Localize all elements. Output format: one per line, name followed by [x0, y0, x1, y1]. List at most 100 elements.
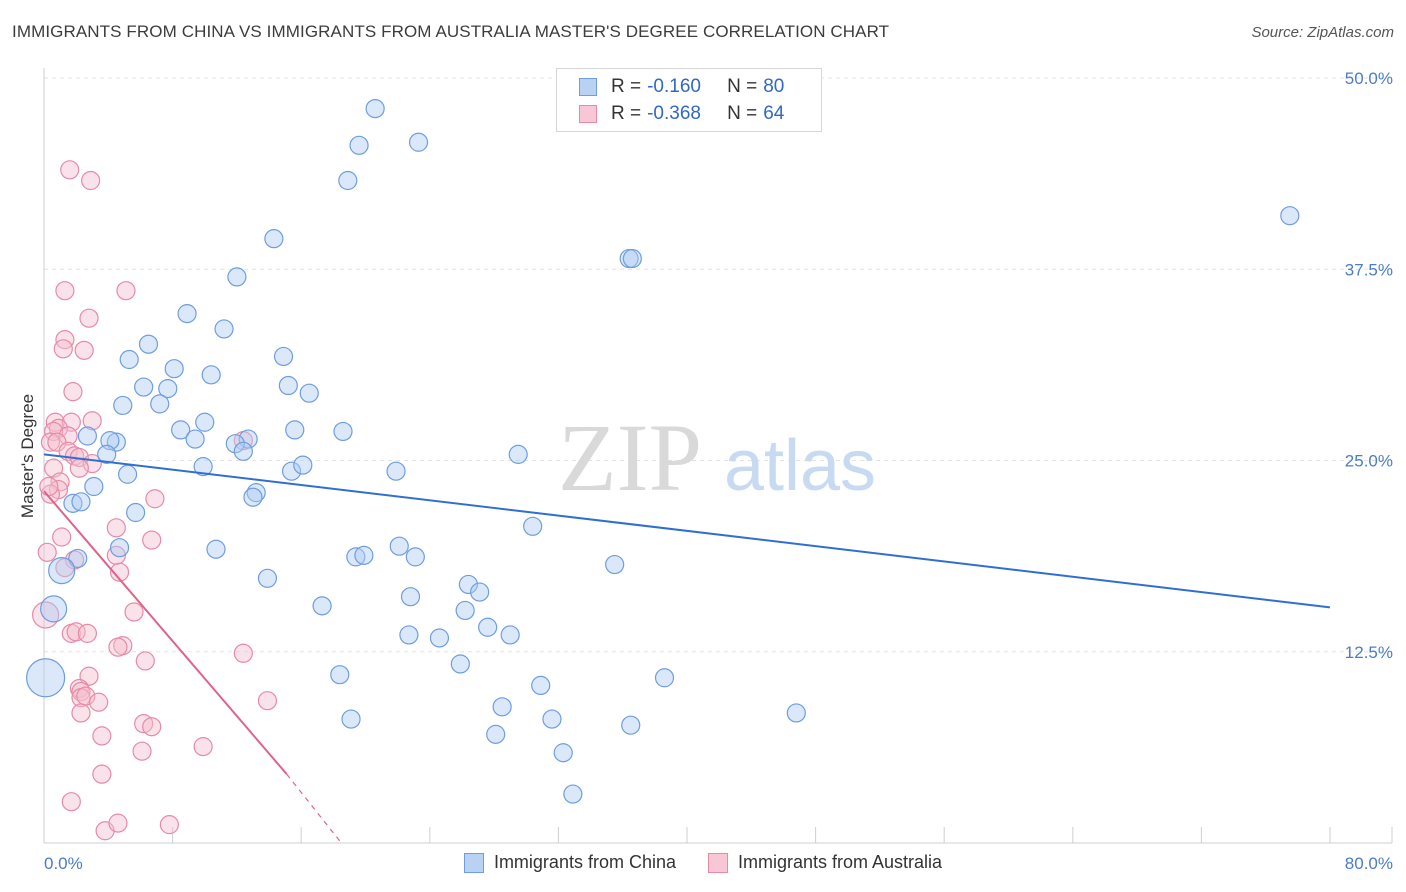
legend-row-australia: R = -0.368 N = 64 — [579, 101, 784, 127]
n-label: N = — [727, 103, 758, 124]
china-point — [386, 461, 406, 481]
r-value: -0.160 — [647, 76, 701, 97]
australia-point — [52, 527, 72, 547]
china-point — [429, 628, 450, 648]
china-point — [349, 135, 369, 155]
china-point — [399, 625, 419, 645]
china-point — [523, 516, 543, 536]
china-point — [455, 600, 475, 621]
australia-point — [142, 717, 162, 737]
china-point — [225, 434, 245, 454]
china-point — [171, 420, 191, 440]
r-label: R = — [611, 76, 642, 97]
china-point — [109, 538, 130, 558]
australia-point — [124, 602, 144, 622]
australia-point — [135, 651, 155, 671]
china-point — [365, 98, 385, 119]
china-point — [158, 378, 178, 399]
china-point — [408, 132, 429, 152]
china-point — [238, 429, 258, 449]
china-point — [48, 557, 76, 585]
gridlines — [44, 77, 1392, 653]
australia-point — [55, 281, 75, 301]
china-point — [478, 617, 498, 637]
china-point — [273, 346, 294, 367]
china-point — [119, 349, 139, 370]
china-point — [150, 394, 170, 414]
australia-point — [77, 623, 98, 643]
australia-point — [106, 518, 126, 538]
australia-point — [71, 703, 91, 723]
china-point — [622, 248, 642, 269]
r-value: -0.368 — [647, 103, 701, 124]
y-tick-label: 25.0% — [1345, 452, 1393, 471]
legend-item-australia[interactable]: Immigrants from Australia — [708, 852, 942, 873]
china-point — [299, 383, 319, 403]
china-point — [206, 539, 226, 559]
china-point — [333, 421, 353, 442]
china-point — [508, 444, 528, 464]
china-point — [264, 229, 284, 249]
china-point — [389, 536, 409, 556]
china-point — [134, 377, 154, 397]
china-point — [486, 724, 506, 744]
china-point — [285, 420, 305, 440]
china-point — [450, 654, 470, 674]
n-label: N = — [727, 76, 758, 97]
china-legend-swatch — [463, 852, 484, 873]
china-points — [26, 98, 1300, 804]
australia-point — [109, 562, 130, 582]
china-point — [177, 304, 197, 324]
australia-point — [44, 421, 64, 442]
china-point — [214, 319, 234, 339]
australia-point — [69, 458, 89, 478]
y-tick-label: 50.0% — [1345, 69, 1393, 88]
china-point — [405, 547, 425, 567]
australia-point — [39, 476, 59, 497]
china-point — [164, 359, 184, 379]
china-point — [26, 658, 66, 698]
china-point — [330, 665, 350, 685]
australia-legend-swatch — [708, 852, 728, 873]
australia-point — [92, 764, 112, 784]
n-value: 80 — [763, 76, 785, 97]
australia-legend-label: Immigrants from Australia — [738, 852, 943, 872]
china-legend-label: Immigrants from China — [493, 852, 676, 872]
china-swatch — [579, 78, 597, 96]
china-point — [542, 709, 562, 729]
china-point — [77, 426, 98, 446]
australia-point — [108, 637, 128, 657]
china-trend-line — [43, 453, 1331, 609]
china-point — [84, 476, 104, 497]
watermark-zip: ZIP — [558, 404, 702, 511]
australia-point — [92, 726, 112, 746]
china-point — [1280, 206, 1300, 226]
y-tick-labels: 12.5% 25.0% 37.5% 50.0% — [1345, 69, 1393, 662]
china-point — [113, 395, 133, 416]
china-point — [233, 441, 253, 461]
australia-point — [257, 691, 278, 711]
y-tick-label: 12.5% — [1345, 643, 1393, 662]
source-label: Source: ZipAtlas.com — [1251, 24, 1394, 41]
china-point — [293, 455, 313, 475]
china-point — [492, 697, 512, 717]
australia-point — [159, 815, 179, 835]
china-point — [227, 267, 247, 287]
australia-point — [61, 792, 81, 812]
axes — [43, 68, 1393, 844]
china-point — [400, 587, 421, 607]
legend-row-china: R = -0.160 N = 80 — [579, 74, 784, 100]
australia-point — [116, 281, 136, 301]
china-point — [68, 548, 88, 569]
china-point — [243, 487, 263, 507]
australia-point — [79, 308, 99, 328]
china-point — [126, 502, 146, 523]
china-point — [117, 464, 138, 484]
china-point — [531, 675, 551, 696]
r-label: R = — [611, 103, 642, 124]
australia-point — [233, 643, 253, 663]
china-point — [201, 365, 221, 385]
legend-item-china[interactable]: Immigrants from China — [463, 852, 676, 873]
australia-point — [108, 813, 128, 833]
